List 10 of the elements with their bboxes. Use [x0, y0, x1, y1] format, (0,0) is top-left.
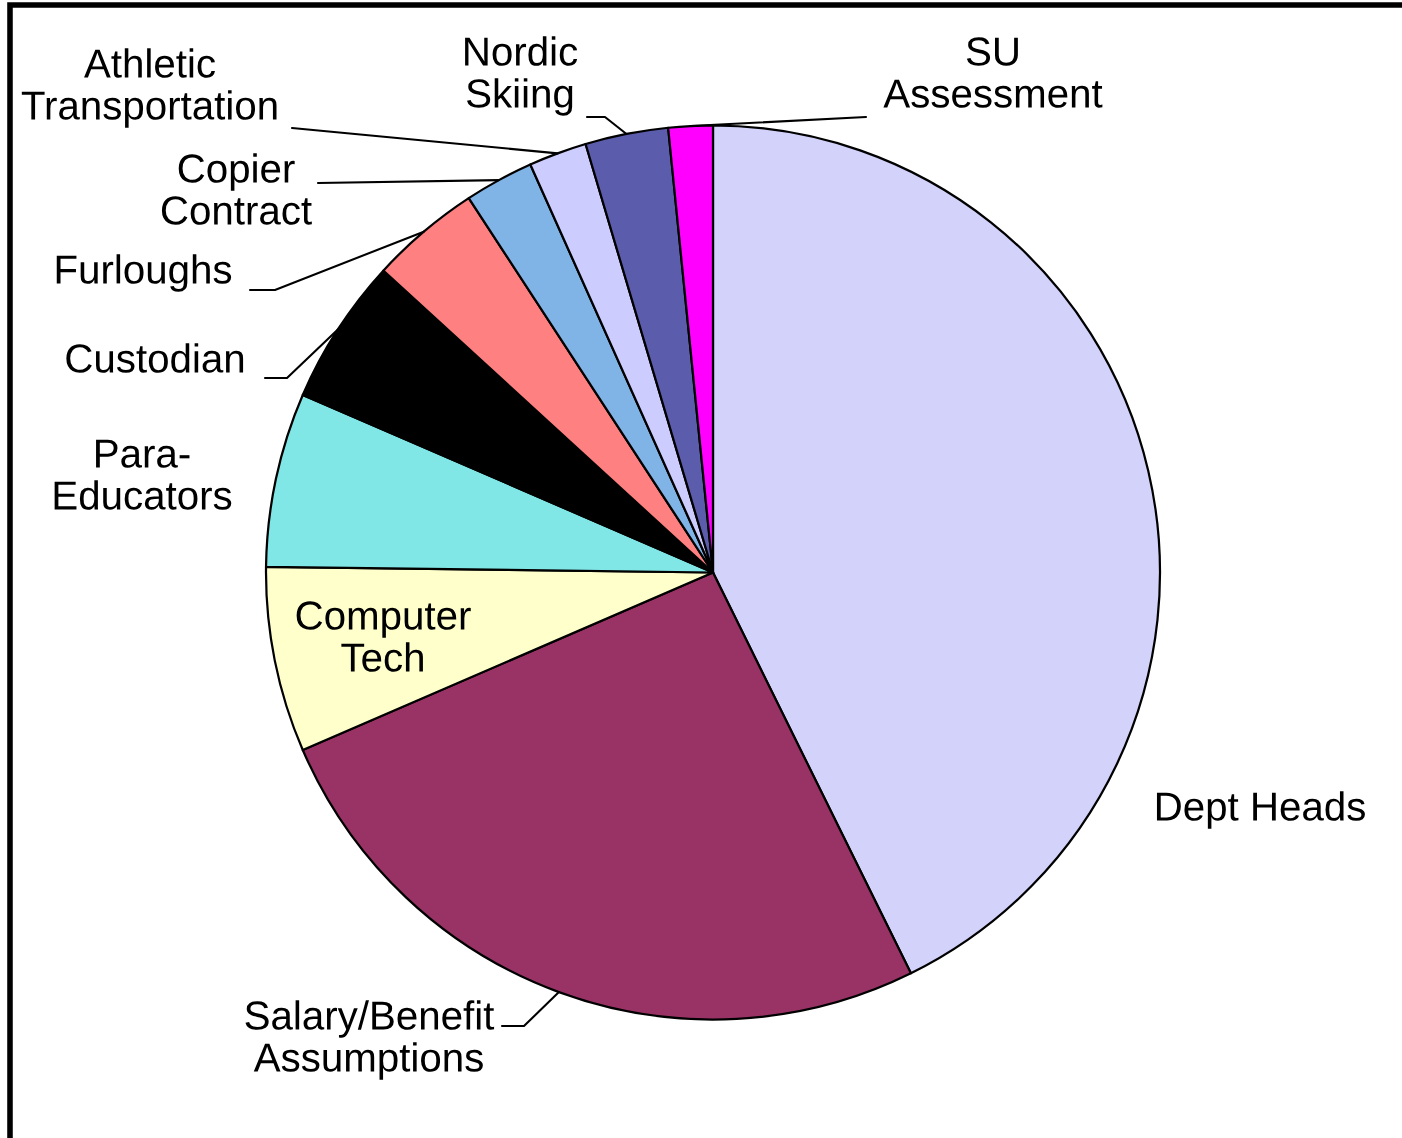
slice-label: Athletic Transportation	[21, 48, 277, 128]
slice-label: Computer Tech	[296, 601, 471, 672]
slice-label: Copier Contract	[161, 153, 312, 225]
slice-label: Furloughs	[56, 254, 232, 292]
slice-label: Nordic Skiing	[465, 36, 578, 116]
slice-label: Para- Educators	[54, 439, 232, 510]
slice-label: SU Assessment	[883, 37, 1103, 108]
slice-label: Custodian	[66, 343, 244, 373]
slice-label: Dept Heads	[1156, 791, 1365, 829]
slice-label: Salary/Benefit Assumptions	[245, 1000, 495, 1080]
